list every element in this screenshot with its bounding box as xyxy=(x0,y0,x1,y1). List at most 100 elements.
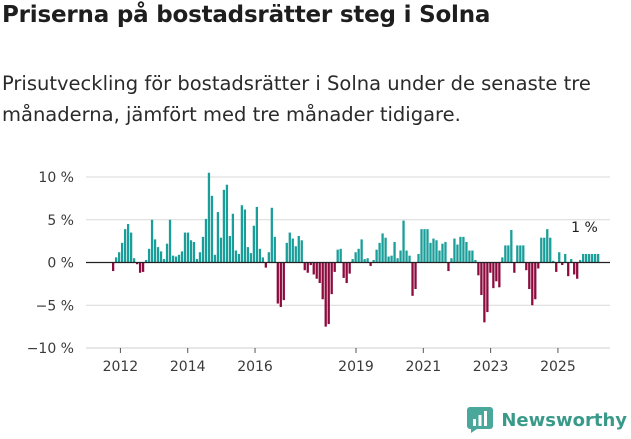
brand-logo: Newsworthy xyxy=(467,407,627,433)
bar xyxy=(516,245,519,263)
bar xyxy=(168,219,172,263)
bar xyxy=(363,259,366,263)
bar xyxy=(576,262,579,279)
bar xyxy=(318,262,321,284)
bar xyxy=(279,262,282,307)
bar xyxy=(297,235,300,263)
y-tick-label: 0 % xyxy=(47,256,74,272)
bar xyxy=(273,236,276,263)
bar xyxy=(291,238,294,263)
bar xyxy=(390,255,393,263)
bar xyxy=(591,253,594,263)
bar xyxy=(417,253,420,263)
bar xyxy=(513,262,516,273)
bar xyxy=(459,236,462,263)
bar xyxy=(153,239,157,263)
bar xyxy=(201,236,205,263)
bar xyxy=(180,251,184,263)
bar xyxy=(336,249,339,263)
bar xyxy=(453,238,456,263)
bar xyxy=(123,229,127,263)
bar xyxy=(444,241,447,263)
bar xyxy=(231,213,235,263)
bar xyxy=(588,253,591,263)
bar xyxy=(414,262,417,289)
bar xyxy=(228,235,232,263)
bar xyxy=(342,262,345,278)
bar xyxy=(468,250,471,263)
bar xyxy=(204,218,208,263)
bar xyxy=(360,239,363,263)
bar xyxy=(501,257,504,263)
x-tick-label: 2023 xyxy=(473,359,509,375)
newsworthy-logo-icon xyxy=(467,407,494,433)
bar xyxy=(321,262,324,300)
bar xyxy=(573,262,576,275)
bar xyxy=(522,245,525,263)
bar xyxy=(429,242,432,263)
bar xyxy=(306,262,309,273)
bar xyxy=(558,252,561,263)
bar xyxy=(549,237,552,263)
bar xyxy=(567,262,570,277)
chart-title: Priserna på bostadsrätter steg i Solna xyxy=(2,2,491,28)
bar xyxy=(339,248,342,263)
bar xyxy=(531,262,534,306)
bar xyxy=(582,253,585,263)
bar xyxy=(378,242,381,263)
bar xyxy=(117,252,121,263)
last-value-annotation: 1 % xyxy=(571,220,598,236)
bar xyxy=(192,241,196,263)
bar xyxy=(387,256,390,263)
bar xyxy=(300,240,303,263)
bar xyxy=(195,259,199,263)
bar xyxy=(546,229,549,263)
bar xyxy=(402,220,405,263)
bar xyxy=(174,256,178,263)
bar xyxy=(486,262,489,313)
bar xyxy=(252,225,255,263)
bar xyxy=(162,259,166,263)
bar xyxy=(189,240,193,263)
y-tick-label: 10 % xyxy=(38,170,74,186)
bar xyxy=(525,262,528,271)
bar xyxy=(498,262,501,288)
x-tick-label: 2016 xyxy=(237,359,273,375)
bar-chart: 10 % 5 % 0 % −5 % −10 % 2012 2014 2016 2019 2021… xyxy=(27,170,610,375)
bar xyxy=(375,249,378,263)
bar xyxy=(420,229,423,263)
bar xyxy=(171,255,175,263)
bar xyxy=(207,172,211,263)
bar xyxy=(183,232,187,263)
bar xyxy=(114,257,118,263)
bar xyxy=(240,205,244,263)
bar xyxy=(237,253,241,263)
chart-subtitle: Prisutveckling för bostadsrätter i Solna… xyxy=(2,72,591,126)
bar xyxy=(120,242,124,263)
bar xyxy=(150,219,154,263)
bar xyxy=(141,262,145,272)
bar xyxy=(261,257,264,263)
x-axis: 2012 2014 2016 2019 2021 2023 2025 xyxy=(86,261,610,375)
bar xyxy=(579,259,582,263)
bar xyxy=(447,262,450,272)
bar xyxy=(165,243,169,263)
bar xyxy=(471,250,474,263)
bar xyxy=(564,253,567,263)
bar xyxy=(138,262,142,273)
bar xyxy=(474,259,477,263)
bar xyxy=(384,237,387,263)
bar xyxy=(495,262,498,282)
bar xyxy=(330,262,333,295)
bar xyxy=(243,209,247,263)
bar xyxy=(594,253,597,263)
bar xyxy=(156,247,160,263)
bar xyxy=(294,246,297,263)
bar xyxy=(333,262,336,272)
bar xyxy=(258,248,261,263)
bar xyxy=(435,240,438,263)
brand-name: Newsworthy xyxy=(501,409,627,431)
bar xyxy=(393,241,396,263)
bar xyxy=(477,262,480,276)
bar xyxy=(270,207,273,263)
